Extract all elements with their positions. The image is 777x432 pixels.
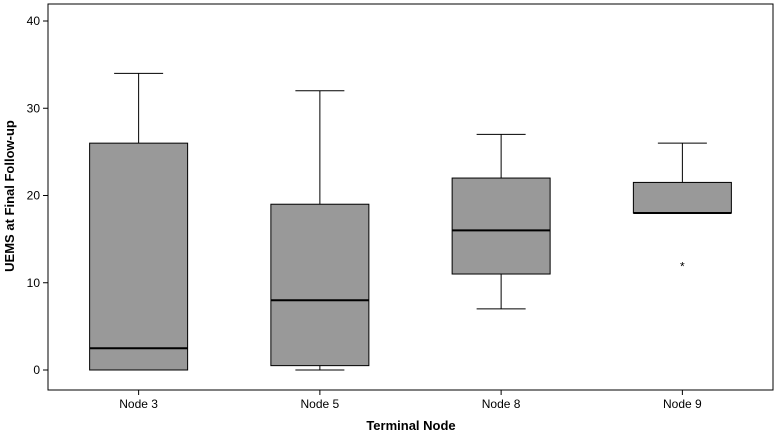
- y-tick-label: 10: [27, 276, 41, 290]
- iqr-box: [451, 177, 551, 275]
- boxes-group: *: [89, 72, 732, 371]
- y-tick-label: 30: [27, 101, 41, 115]
- y-axis: 0 10 20 30 40: [27, 14, 48, 377]
- box-node-9: *: [632, 142, 732, 273]
- x-axis-title: Terminal Node: [366, 418, 455, 432]
- iqr-box: [270, 203, 370, 367]
- iqr-box: [89, 142, 189, 371]
- y-tick-label: 20: [27, 189, 41, 203]
- box-node-5: [270, 90, 370, 371]
- x-axis: Node 3 Node 5 Node 8 Node 9: [119, 390, 702, 411]
- y-axis-title: UEMS at Final Follow-up: [2, 120, 17, 272]
- x-tick-label: Node 3: [119, 397, 158, 411]
- box-node-8: [451, 133, 551, 310]
- iqr-box: [632, 181, 732, 214]
- outlier-point: *: [680, 259, 685, 273]
- x-tick-label: Node 5: [301, 397, 340, 411]
- y-tick-label: 0: [33, 363, 40, 377]
- x-tick-label: Node 9: [663, 397, 702, 411]
- x-tick-label: Node 8: [482, 397, 521, 411]
- box-node-3: [89, 72, 189, 371]
- y-tick-label: 40: [27, 14, 41, 28]
